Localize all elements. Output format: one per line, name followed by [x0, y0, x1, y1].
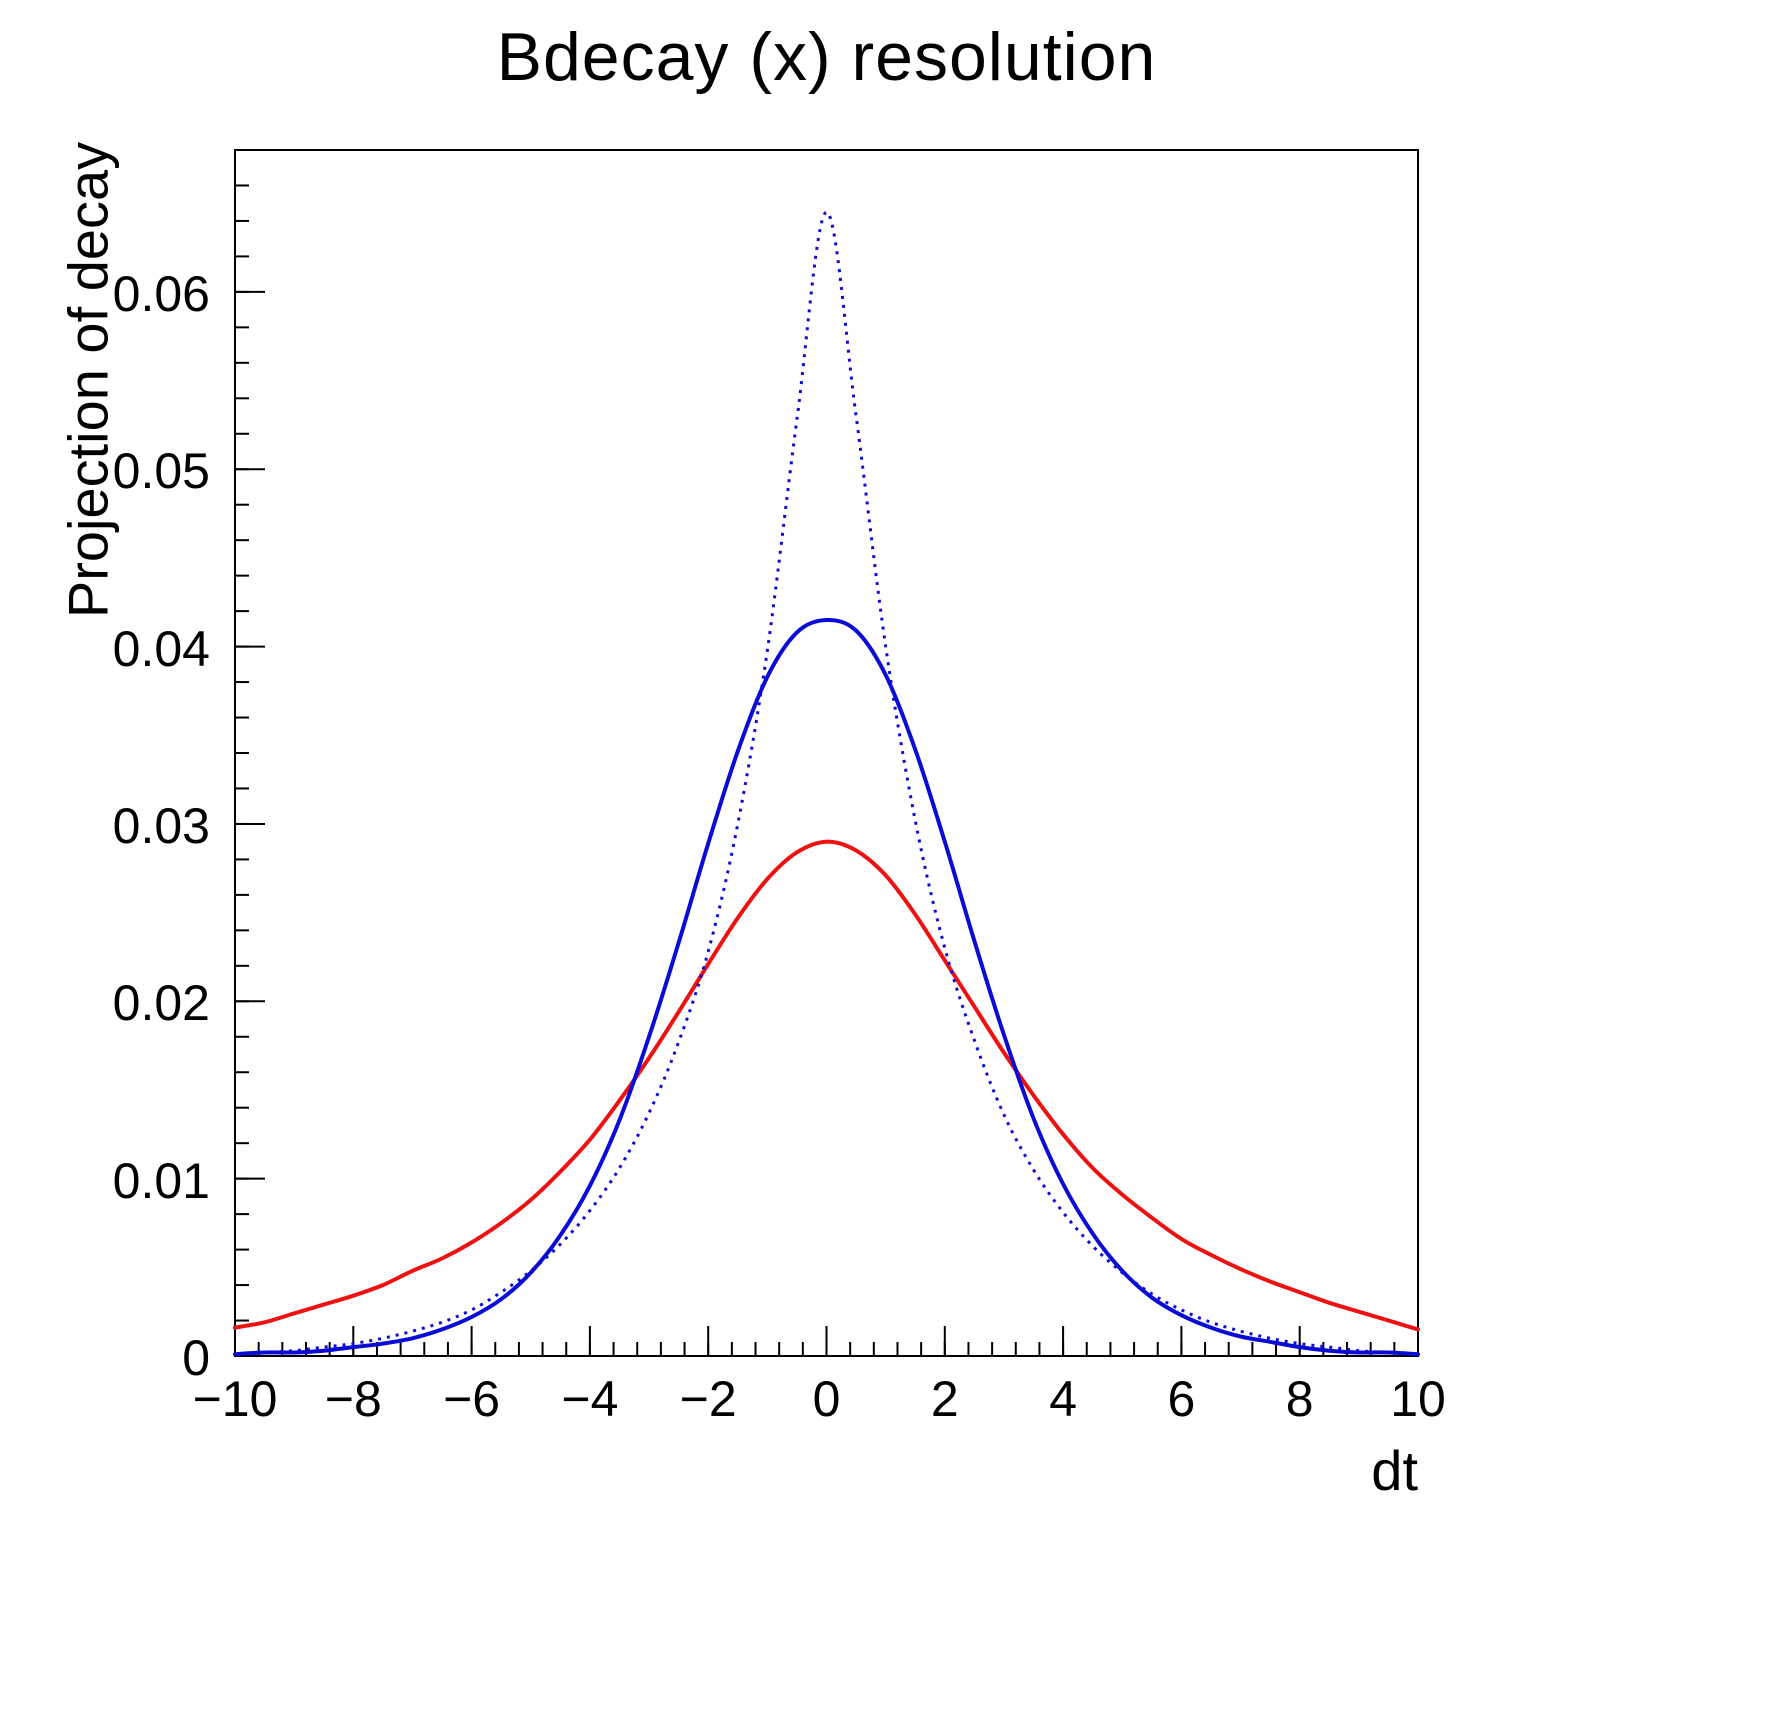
y-tick-label: 0.05 [112, 443, 210, 500]
x-tick-label: −10 [192, 1371, 278, 1427]
y-tick-label: 0.03 [112, 797, 210, 854]
y-tick-label: 0.01 [112, 1152, 210, 1209]
x-tick-label: 8 [1285, 1371, 1314, 1427]
x-tick-label: −6 [443, 1371, 501, 1427]
series-red-solid [233, 839, 1420, 1332]
y-tick-label: 0.04 [112, 620, 210, 677]
x-tick-label: 2 [930, 1371, 959, 1427]
x-tick-label: 6 [1167, 1371, 1196, 1427]
x-tick-label: −4 [561, 1371, 619, 1427]
plot-frame [234, 149, 1419, 1357]
x-tick-label: −2 [679, 1371, 737, 1427]
y-tick-label: 0 [182, 1330, 210, 1386]
x-tick-label: 0 [812, 1371, 841, 1427]
x-tick-label: −8 [324, 1371, 382, 1427]
series-blue-solid [233, 617, 1420, 1357]
x-tick-label: 10 [1390, 1371, 1446, 1427]
series-blue-dotted [234, 210, 1419, 1356]
x-tick-label: 4 [1049, 1371, 1077, 1427]
y-tick-label: 0.02 [112, 975, 210, 1032]
x-axis-title: dt [1371, 1439, 1418, 1502]
chart-title: Bdecay (x) resolution [496, 19, 1157, 95]
y-tick-label: 0.06 [112, 265, 210, 322]
